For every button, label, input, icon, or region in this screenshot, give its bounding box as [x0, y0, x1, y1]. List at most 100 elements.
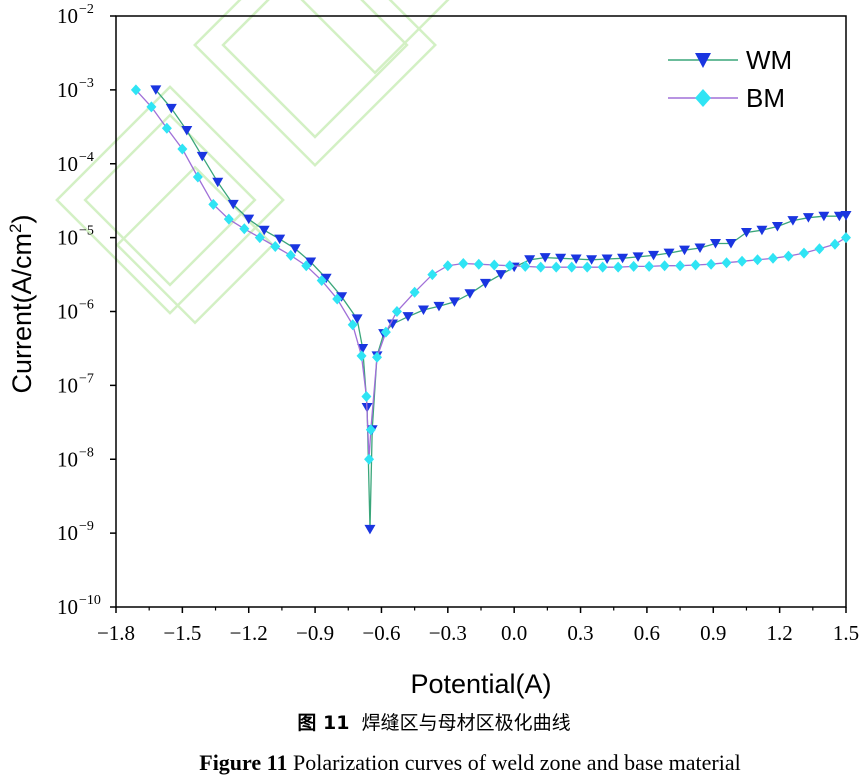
data-point-bm: [223, 213, 234, 225]
data-series: [130, 84, 852, 535]
data-point-wm: [818, 211, 830, 222]
legend-label-bm: BM: [746, 83, 785, 113]
data-point-bm: [239, 223, 250, 235]
data-point-wm: [274, 234, 286, 245]
data-point-bm: [361, 390, 372, 402]
data-point-wm: [787, 216, 799, 226]
x-tick-label: 1.2: [767, 621, 793, 645]
data-point-bm: [365, 424, 376, 436]
x-tick-label: −1.5: [163, 621, 201, 645]
y-axis-title-end: ): [7, 215, 37, 224]
data-point-bm: [442, 260, 453, 272]
data-point-wm: [289, 244, 301, 254]
data-point-wm: [840, 210, 852, 221]
x-tick-label: −0.9: [296, 621, 334, 645]
x-axis-title: Potential(A): [410, 669, 551, 699]
data-point-bm: [458, 257, 469, 269]
y-tick-label: 10: [57, 152, 78, 176]
data-point-bm: [489, 259, 500, 271]
y-tick-label: 10: [57, 373, 78, 397]
series-line-wm: [155, 89, 847, 530]
data-point-bm: [535, 261, 546, 273]
data-point-bm: [504, 260, 515, 272]
data-point-bm: [285, 249, 296, 261]
y-axis-title: Current(A/cm2): [6, 215, 37, 394]
data-point-bm: [551, 261, 562, 273]
data-point-wm: [243, 214, 255, 225]
y-axis-title-sup: 2: [6, 224, 25, 233]
x-tick-label: −0.3: [429, 621, 467, 645]
x-tick-label: 1.5: [833, 621, 859, 645]
data-point-wm: [351, 314, 363, 324]
plot-frame: [115, 15, 847, 608]
data-point-wm: [586, 255, 598, 265]
data-point-bm: [332, 293, 343, 305]
y-tick-label: 10: [57, 300, 78, 324]
legend-marker-wm: [695, 53, 711, 68]
data-point-wm: [336, 292, 348, 302]
y-tick-label: 10: [57, 4, 78, 28]
y-tick-label: 10: [57, 447, 78, 471]
caption-english-label: Figure 11: [199, 750, 288, 775]
data-point-wm: [756, 225, 768, 236]
y-tick-label: 10: [57, 521, 78, 545]
data-point-wm: [165, 103, 177, 114]
data-point-bm: [146, 101, 157, 113]
data-point-wm: [402, 312, 414, 322]
data-point-bm: [814, 243, 825, 255]
data-point-wm: [320, 273, 332, 284]
y-tick-exponent: −8: [79, 445, 94, 460]
caption-chinese-text: 焊缝区与母材区极化曲线: [361, 712, 571, 734]
data-point-wm: [539, 253, 551, 263]
data-point-wm: [833, 211, 845, 222]
data-point-wm: [802, 213, 814, 223]
data-point-bm: [675, 260, 686, 272]
data-point-bm: [783, 250, 794, 262]
data-point-wm: [212, 177, 224, 188]
data-point-wm: [555, 253, 567, 264]
data-point-wm: [570, 254, 582, 265]
x-tick-label: 0.6: [634, 621, 660, 645]
x-tick-label: 0.0: [501, 621, 527, 645]
y-tick-exponent: −6: [79, 298, 94, 313]
y-tick-exponent: −3: [79, 76, 94, 91]
x-tick-label: 0.3: [567, 621, 593, 645]
y-tick-label: 10: [57, 78, 78, 102]
data-point-wm: [740, 227, 752, 238]
data-point-wm: [181, 126, 193, 136]
data-point-bm: [409, 286, 420, 298]
data-point-bm: [644, 260, 655, 272]
data-point-wm: [387, 319, 399, 330]
y-tick-exponent: −4: [79, 150, 94, 165]
data-point-bm: [659, 260, 670, 272]
data-point-wm: [694, 243, 706, 253]
data-point-wm: [479, 278, 491, 289]
data-point-wm: [524, 255, 536, 265]
data-point-bm: [613, 261, 624, 273]
x-tick-label: −1.8: [97, 621, 135, 645]
y-tick-label: 10: [57, 226, 78, 250]
caption-english-text: Polarization curves of weld zone and bas…: [292, 750, 741, 775]
data-point-wm: [679, 245, 691, 256]
data-point-bm: [372, 351, 383, 363]
data-point-wm: [663, 248, 675, 259]
data-point-wm: [648, 250, 660, 261]
data-point-bm: [566, 261, 577, 273]
y-tick-exponent: −7: [79, 371, 94, 386]
y-tick-exponent: −10: [79, 593, 101, 608]
data-point-bm: [706, 258, 717, 270]
data-point-bm: [356, 350, 367, 362]
x-tick-label: −0.6: [362, 621, 400, 645]
data-point-bm: [347, 319, 358, 331]
data-point-bm: [161, 122, 172, 134]
data-point-bm: [628, 260, 639, 272]
legend: WM BM: [668, 45, 792, 113]
data-point-wm: [709, 239, 721, 249]
axes-frame: [115, 15, 847, 608]
legend-label-wm: WM: [746, 45, 792, 75]
polarization-chart: −1.8 −1.5 −1.2 −0.9 −0.6 −0.3 0.0 0.3 0.6 0.9 1.2 1…: [6, 0, 859, 699]
y-axis-title-main: Current(A/cm: [7, 233, 37, 394]
data-point-bm: [316, 274, 327, 286]
data-point-wm: [617, 253, 629, 264]
data-point-wm: [601, 254, 613, 265]
